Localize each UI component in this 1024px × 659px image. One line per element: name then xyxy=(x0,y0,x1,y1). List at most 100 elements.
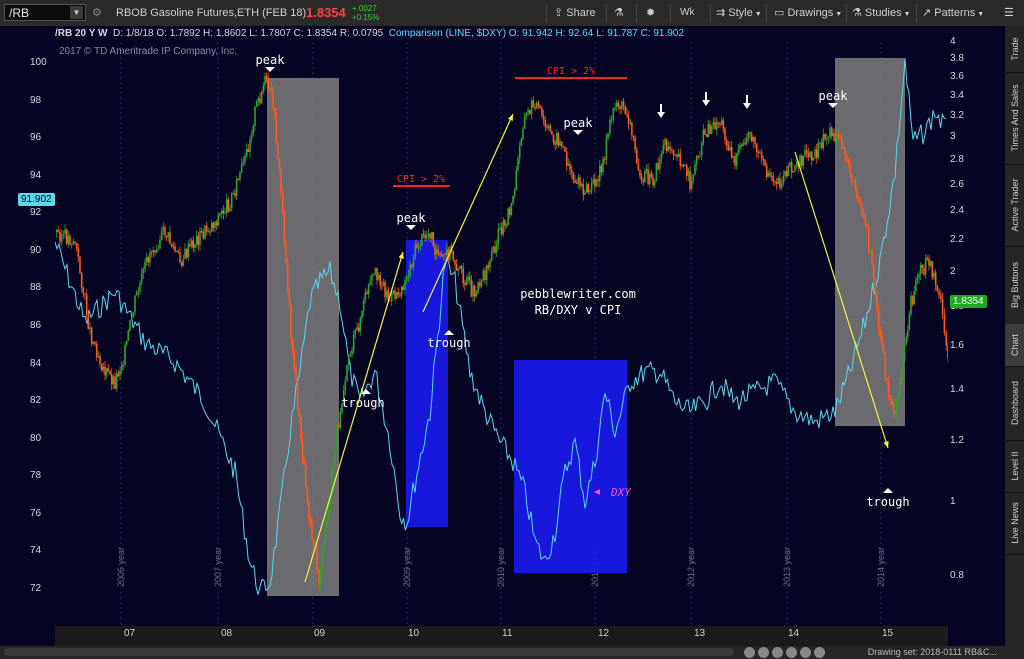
sidebar-tab-chart[interactable]: Chart xyxy=(1005,324,1024,367)
candle-body xyxy=(376,268,378,280)
candle-body xyxy=(324,533,327,541)
peak-label: peak xyxy=(819,89,849,103)
sidebar-tab-live-news[interactable]: Live News xyxy=(1005,492,1024,555)
candle-body xyxy=(67,235,70,244)
period-button[interactable]: Wk xyxy=(680,7,695,18)
candle-body xyxy=(407,275,410,278)
right-axis-tick: 2 xyxy=(950,265,956,277)
candle-body xyxy=(362,300,365,311)
candle-body xyxy=(305,464,307,487)
candle-body xyxy=(209,231,211,233)
candle-body xyxy=(177,251,180,253)
share-button[interactable]: ⇪ Share xyxy=(554,0,596,26)
candle-body xyxy=(710,125,713,134)
crosshair-icon[interactable] xyxy=(814,647,825,658)
expand-icon[interactable] xyxy=(800,647,811,658)
candle-body xyxy=(834,133,836,142)
zoom-out-icon[interactable] xyxy=(744,647,755,658)
settings-icon[interactable]: ✹ xyxy=(646,7,656,19)
sidebar-tab-dashboard[interactable]: Dashboard xyxy=(1005,366,1024,441)
candle-body xyxy=(69,235,71,245)
candle-body xyxy=(592,179,595,183)
left-axis-tick: 74 xyxy=(30,545,42,557)
candle-body xyxy=(787,165,790,177)
candle-body xyxy=(120,364,123,371)
candle-body xyxy=(849,162,851,174)
candle-body xyxy=(250,133,253,140)
search-icon[interactable] xyxy=(772,647,783,658)
candle-body xyxy=(859,202,862,205)
candle-body xyxy=(562,146,565,148)
sidebar-tab-label: Live News xyxy=(1009,502,1020,544)
candle-body xyxy=(542,115,545,120)
candle-body xyxy=(866,225,868,227)
gear-icon[interactable]: ⚙ xyxy=(92,7,102,19)
drawings-button[interactable]: ▭ Drawings ▼ xyxy=(774,0,842,26)
zoom-in-icon[interactable] xyxy=(758,647,769,658)
candle-body xyxy=(272,90,274,109)
candle-body xyxy=(607,133,609,139)
candle-body xyxy=(559,141,561,146)
candle-body xyxy=(432,232,435,246)
sidebar-tab-trade[interactable]: Trade xyxy=(1005,26,1024,73)
candle-body xyxy=(905,336,907,345)
candle-body xyxy=(60,235,63,242)
share-label: Share xyxy=(566,7,596,19)
patterns-button[interactable]: ↗ Patterns ▼ xyxy=(922,0,984,26)
candle-body xyxy=(318,569,320,585)
trough-label: trough xyxy=(427,336,470,350)
candle-body xyxy=(147,257,150,263)
sidebar-tab-level-ii[interactable]: Level II xyxy=(1005,440,1024,493)
candle-body xyxy=(845,154,848,159)
candle-body xyxy=(169,232,171,244)
candle-body xyxy=(475,293,478,297)
candle-body xyxy=(162,227,165,231)
flask-icon[interactable]: ⚗ xyxy=(614,7,624,19)
style-button[interactable]: ⇉ Style ▼ xyxy=(716,0,762,26)
candle-body xyxy=(647,169,649,184)
candle-body xyxy=(777,178,780,184)
candle-body xyxy=(102,366,105,371)
candle-body xyxy=(740,144,743,146)
symbol-input[interactable]: /RB ▼ xyxy=(4,4,86,21)
last-price: 1.8354 xyxy=(306,5,346,20)
candle-body xyxy=(132,312,135,318)
candle-body xyxy=(112,376,115,385)
candle-body xyxy=(872,264,875,283)
right-axis-tick: 3 xyxy=(950,131,956,143)
candle-body xyxy=(590,182,593,191)
studies-button[interactable]: ⚗ Studies ▼ xyxy=(852,0,911,26)
candle-body xyxy=(790,162,793,173)
sidebar-tab-times-and-sales[interactable]: Times And Sales xyxy=(1005,72,1024,165)
candle-body xyxy=(862,212,865,218)
candle-body xyxy=(182,259,185,266)
candle-body xyxy=(505,224,508,226)
share-icon: ⇪ xyxy=(554,7,567,19)
peak-label: peak xyxy=(397,211,427,225)
trough-marker xyxy=(444,330,454,335)
sidebar-tab-big-buttons[interactable]: Big Buttons xyxy=(1005,246,1024,325)
candle-body xyxy=(502,220,504,235)
candle-body xyxy=(832,133,835,137)
candle-body xyxy=(84,293,86,295)
sidebar-tab-active-trader[interactable]: Active Trader xyxy=(1005,164,1024,247)
candle-body xyxy=(465,280,468,285)
right-axis-tick: 3.8 xyxy=(950,53,964,65)
chevron-down-icon[interactable]: ▼ xyxy=(70,6,83,19)
refresh-icon[interactable] xyxy=(786,647,797,658)
candle-body xyxy=(621,101,623,109)
candle-body xyxy=(390,293,393,302)
time-scrollbar[interactable] xyxy=(4,648,734,656)
candle-body xyxy=(636,149,638,164)
candle-body xyxy=(72,241,75,244)
candle-body xyxy=(546,126,548,128)
candle-body xyxy=(684,164,686,166)
candle-body xyxy=(770,175,773,177)
candle-body xyxy=(527,110,529,113)
candle-body xyxy=(686,165,688,176)
candle-body xyxy=(290,303,292,340)
menu-icon[interactable]: ☰ xyxy=(1004,7,1014,19)
candle-body xyxy=(500,228,503,235)
candle-body xyxy=(624,106,627,114)
